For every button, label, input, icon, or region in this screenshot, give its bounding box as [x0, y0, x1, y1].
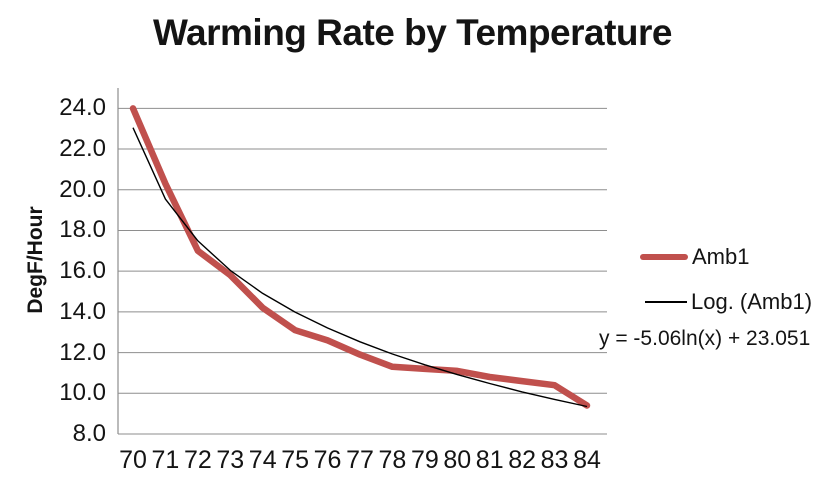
y-tick-label: 22.0: [59, 135, 106, 163]
x-tick-label: 72: [183, 446, 212, 474]
legend-entry-amb1: Amb1: [640, 244, 750, 269]
x-tick-label: 76: [313, 446, 342, 474]
legend-label-amb1: Amb1: [692, 244, 750, 269]
amb1-series-line: [129, 105, 591, 409]
x-tick-label: 83: [540, 446, 569, 474]
x-tick-label: 71: [151, 446, 180, 474]
y-tick-label: 24.0: [59, 94, 106, 122]
x-tick-label: 73: [216, 446, 245, 474]
legend-label-log-amb1: Log. (Amb1): [691, 289, 813, 314]
x-tick-label: 70: [119, 446, 147, 474]
amb1-line-swatch-icon: [640, 254, 688, 260]
x-tick-label: 81: [475, 446, 504, 474]
chart-title: Warming Rate by Temperature: [152, 12, 673, 53]
y-tick-label: 20.0: [59, 175, 106, 203]
x-tick-label: 77: [346, 446, 374, 474]
y-tick-label: 18.0: [59, 216, 106, 244]
trendline-equation: y = -5.06ln(x) + 23.051: [599, 327, 811, 350]
x-tick-label: 84: [573, 446, 601, 474]
y-tick-label: 14.0: [59, 297, 106, 325]
y-tick-label: 12.0: [59, 338, 106, 366]
x-tick-label: 74: [248, 446, 277, 474]
trendline-swatch-icon: [645, 301, 687, 303]
x-tick-label: 75: [281, 446, 310, 474]
x-tick-label: 78: [378, 446, 407, 474]
y-tick-label: 16.0: [59, 257, 106, 285]
x-tick-label: 80: [443, 446, 472, 474]
log-trendline: [132, 127, 588, 408]
legend-entry-log-trendline: Log. (Amb1): [640, 289, 813, 314]
x-tick-label: 79: [410, 446, 439, 474]
x-tick-label: 82: [508, 446, 537, 474]
y-tick-label: 10.0: [59, 379, 106, 407]
y-tick-label: 8.0: [72, 420, 106, 447]
